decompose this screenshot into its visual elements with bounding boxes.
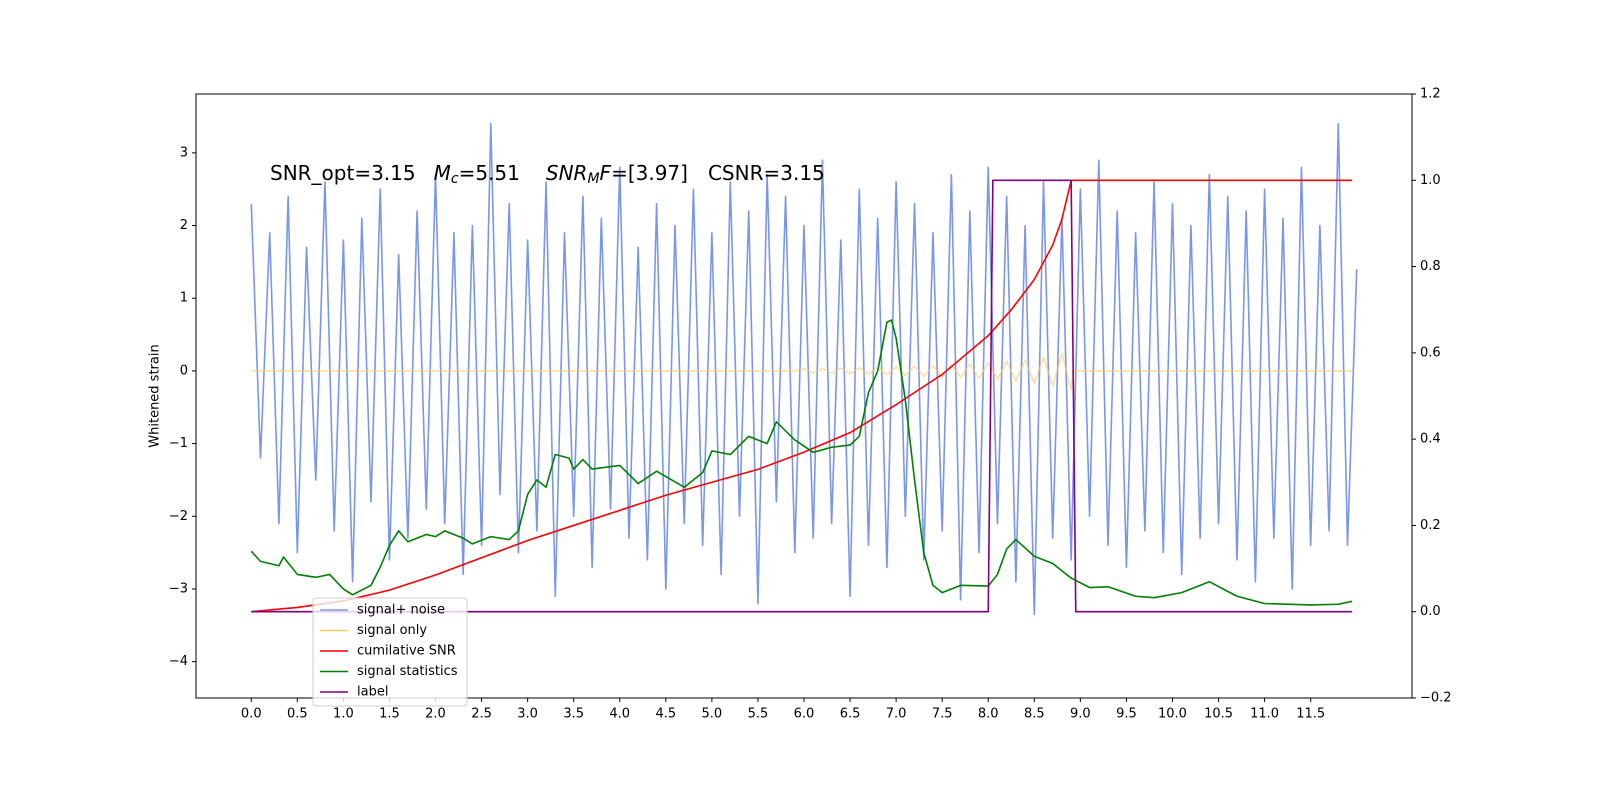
x-tick-label: 7.0 xyxy=(886,707,907,722)
y2-tick-label: 0.0 xyxy=(1420,604,1441,619)
y2-tick-label: 0.2 xyxy=(1420,518,1441,533)
x-tick-label: 8.0 xyxy=(978,707,999,722)
plot-area xyxy=(250,123,1358,616)
annotation-part: M xyxy=(587,171,599,187)
annotation-part: c xyxy=(451,171,459,187)
x-tick-label: 9.0 xyxy=(1070,707,1091,722)
y-tick-label: −3 xyxy=(169,581,188,596)
y2-tick-label: −0.2 xyxy=(1420,691,1452,706)
x-tick-label: 0.5 xyxy=(287,707,308,722)
legend-label: signal+ noise xyxy=(357,603,445,618)
y2-tick-label: 0.6 xyxy=(1420,345,1441,360)
y2-tick-label: 1.2 xyxy=(1420,87,1441,102)
series-line xyxy=(250,319,1353,606)
y-tick-label: −1 xyxy=(169,436,188,451)
legend-label: signal statistics xyxy=(357,664,458,679)
x-tick-label: 8.5 xyxy=(1024,707,1045,722)
x-tick-label: 5.0 xyxy=(702,707,723,722)
series-line xyxy=(251,179,1353,613)
legend-box xyxy=(312,597,468,707)
x-tick-label: 6.0 xyxy=(794,707,815,722)
annotation-part: SNR xyxy=(546,161,588,185)
y-axis-label: Whitened strain xyxy=(148,344,163,447)
annotation-part: M xyxy=(434,161,451,185)
annotation-part: CSNR=3.15 xyxy=(708,161,825,185)
x-tick-label: 6.5 xyxy=(840,707,861,722)
x-tick-label: 10.0 xyxy=(1158,707,1187,722)
y-tick-label: 1 xyxy=(180,291,188,306)
series-line xyxy=(251,352,1353,391)
annotation-part: =5.51 xyxy=(459,161,520,185)
x-tick-label: 9.5 xyxy=(1116,707,1137,722)
x-tick-label: 7.5 xyxy=(932,707,953,722)
y2-tick-label: 0.8 xyxy=(1420,259,1441,274)
y-tick-label: 0 xyxy=(180,363,188,378)
x-tick-label: 1.0 xyxy=(333,707,354,722)
x-tick-label: 3.0 xyxy=(517,707,538,722)
annotation-part: SNR_opt=3.15 xyxy=(270,161,416,185)
annotation-part: =[3.97] xyxy=(611,161,688,185)
legend-label: cumilative SNR xyxy=(357,644,456,659)
legend-label: label xyxy=(357,685,388,700)
series-line xyxy=(251,179,1353,613)
x-tick-label: 11.0 xyxy=(1250,707,1279,722)
y2-tick-label: 0.4 xyxy=(1420,432,1441,447)
x-tick-label: 0.0 xyxy=(241,707,262,722)
x-tick-label: 4.5 xyxy=(655,707,676,722)
y-tick-label: −4 xyxy=(169,654,188,669)
x-tick-label: 4.0 xyxy=(609,707,630,722)
annotation: SNR_opt=3.15 Mc=5.51 SNRMF=[3.97] CSNR=3.15 xyxy=(270,161,825,188)
x-tick-label: 10.5 xyxy=(1204,707,1233,722)
x-tick-label: 1.5 xyxy=(379,707,400,722)
x-tick-label: 2.5 xyxy=(471,707,492,722)
legend: signal+ noise signal only cumilative SNR si… xyxy=(312,597,468,707)
x-tick-label: 3.5 xyxy=(563,707,584,722)
y-tick-label: 3 xyxy=(180,145,188,160)
y-tick-label: −2 xyxy=(169,509,188,524)
x-tick-label: 5.5 xyxy=(748,707,769,722)
annotation-part: F xyxy=(600,161,612,185)
series-line xyxy=(250,123,1358,616)
y-tick-label: 2 xyxy=(180,218,188,233)
legend-label: signal only xyxy=(357,623,427,638)
x-tick-label: 2.0 xyxy=(425,707,446,722)
y2-tick-label: 1.0 xyxy=(1420,173,1441,188)
x-tick-label: 11.5 xyxy=(1296,707,1325,722)
